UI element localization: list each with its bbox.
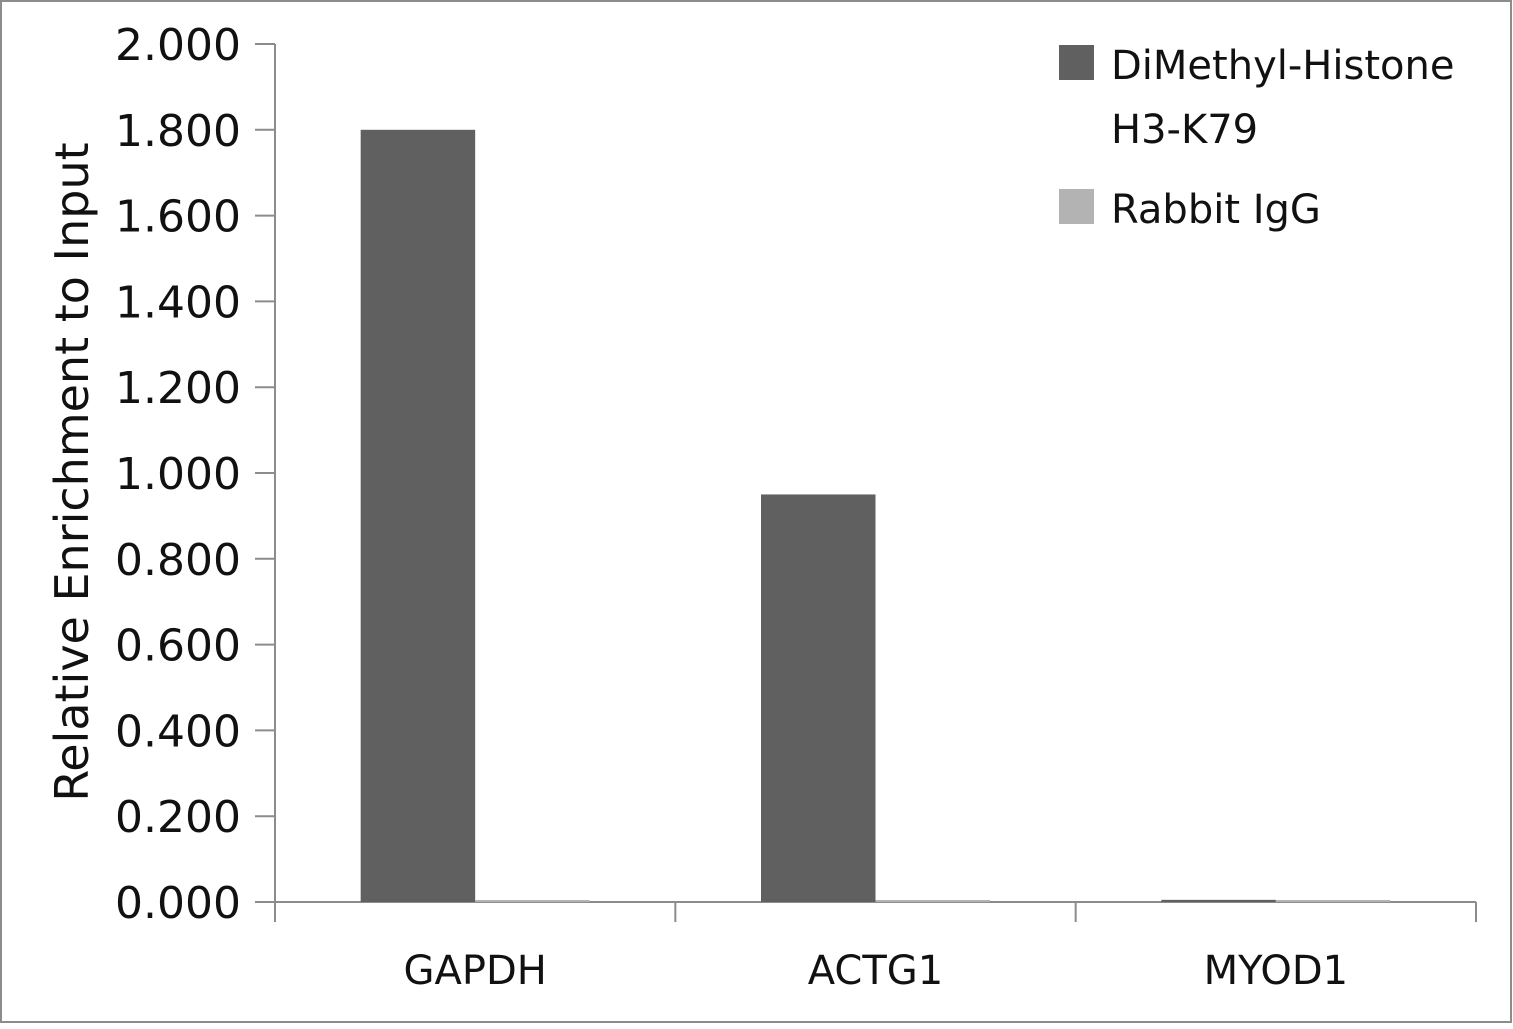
bar (761, 494, 876, 902)
legend: DiMethyl-Histone H3-K79 Rabbit IgG (1059, 43, 1454, 233)
bar (475, 900, 590, 902)
y-tick-label: 1.800 (115, 106, 241, 157)
y-tick-label: 0.400 (115, 706, 241, 757)
y-tick-label: 1.600 (115, 192, 241, 243)
y-tick-label: 1.200 (115, 363, 241, 414)
legend-swatch (1059, 45, 1094, 80)
bar (1275, 900, 1391, 902)
x-tick-label: GAPDH (403, 948, 546, 994)
y-tick-label: 2.000 (115, 20, 241, 71)
legend-label: H3-K79 (1111, 107, 1258, 153)
bar (875, 900, 990, 902)
bar (360, 129, 476, 903)
y-tick-label: 0.000 (115, 878, 241, 929)
legend-label: DiMethyl-Histone (1111, 43, 1454, 89)
y-axis: 0.000 0.200 0.400 0.600 0.800 1.000 1.200 1.400… (115, 20, 276, 929)
x-tick-label: MYOD1 (1204, 948, 1349, 994)
y-tick-label: 1.400 (115, 277, 241, 328)
y-tick-label: 0.600 (115, 621, 241, 672)
y-tick-label: 0.200 (115, 792, 241, 843)
y-tick-label: 0.800 (115, 535, 241, 586)
bar-series (360, 129, 1391, 903)
bar (1161, 899, 1276, 902)
legend-swatch (1059, 189, 1094, 224)
legend-label: Rabbit IgG (1111, 187, 1321, 233)
y-tick-label: 1.000 (115, 449, 241, 500)
x-tick-label: ACTG1 (808, 948, 943, 994)
y-axis-label: Relative Enrichment to Input (45, 142, 99, 801)
